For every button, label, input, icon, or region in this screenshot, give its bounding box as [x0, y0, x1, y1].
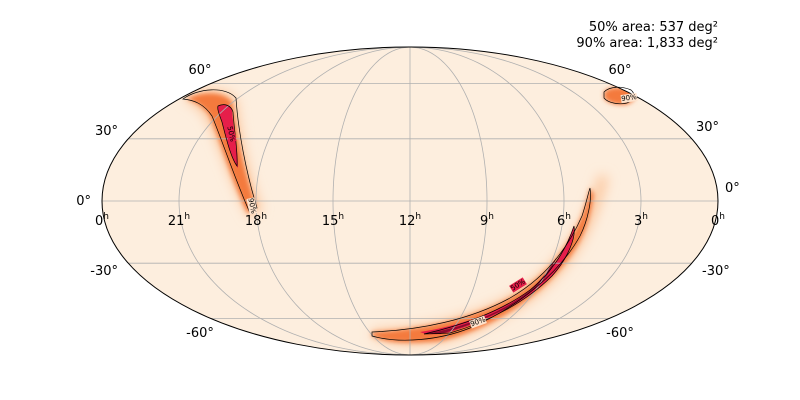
lat-label-south60-right: -60°: [606, 326, 634, 341]
lat-label-south30-right: -30°: [702, 264, 730, 279]
lat-label-equator-left: 0°: [76, 194, 91, 209]
contour-label-90-left: 90%: [246, 198, 257, 215]
area-annotation: 50% area: 537 deg² 90% area: 1,833 deg²: [576, 20, 718, 51]
ra-label-8: 0h: [711, 212, 725, 229]
contour-90-right: [371, 187, 591, 341]
lat-label-north30-left: 30°: [95, 124, 118, 139]
lat-label-north30-right: 30°: [696, 120, 719, 135]
right-arc-mid: [372, 188, 594, 343]
area-90-text: 90% area: 1,833 deg²: [576, 36, 718, 51]
map-outline: [101, 46, 719, 356]
lat-label-equator-right: 0°: [725, 181, 740, 196]
contour-50-left: [217, 104, 238, 167]
probability-layer: [183, 87, 636, 344]
left-arc-mid: [186, 93, 256, 214]
lat-label-north60-right: 60°: [608, 63, 631, 78]
latitude-labels: 60° 60° 30° 30° 0° 0° -30° -30° -60° -60…: [76, 63, 740, 341]
contour-label-50-left: 50%: [225, 126, 236, 143]
contour-labels: 50% 90% 50% 90% 90%: [225, 93, 638, 329]
graticule: [102, 47, 718, 355]
contour-label-90-blob: 90%: [621, 93, 638, 103]
lat-label-south60-left: -60°: [186, 326, 214, 341]
lat-label-north60-left: 60°: [188, 63, 211, 78]
lat-label-south30-left: -30°: [90, 264, 118, 279]
ra-labels: 0h 21h 18h 15h 12h 9h 6h 3h 0h: [95, 212, 725, 229]
contour-50-right: [423, 225, 575, 335]
area-50-text: 50% area: 537 deg²: [589, 20, 718, 35]
